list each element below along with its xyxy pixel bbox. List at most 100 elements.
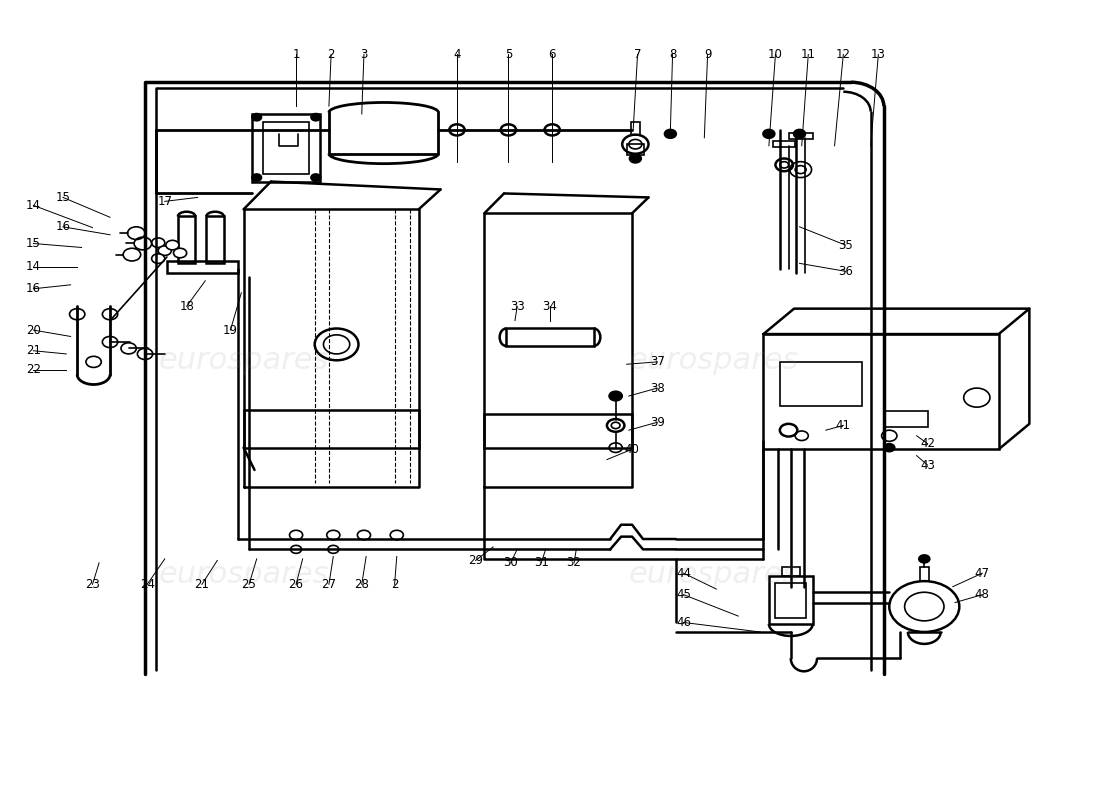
Text: 19: 19 — [223, 323, 238, 337]
Text: eurospares: eurospares — [629, 346, 800, 374]
Text: 41: 41 — [836, 419, 850, 432]
Bar — [776, 582, 806, 618]
Text: eurospares: eurospares — [629, 560, 800, 590]
Text: 21: 21 — [195, 578, 209, 591]
Text: 30: 30 — [503, 556, 518, 570]
Text: 48: 48 — [975, 588, 990, 601]
Bar — [782, 567, 800, 576]
Text: 43: 43 — [920, 458, 935, 472]
Text: 18: 18 — [179, 300, 194, 313]
Circle shape — [918, 555, 930, 563]
Text: 2: 2 — [328, 48, 334, 61]
Circle shape — [289, 530, 302, 540]
Text: 5: 5 — [505, 48, 513, 61]
Text: 23: 23 — [85, 578, 100, 591]
Text: 12: 12 — [836, 48, 850, 61]
Circle shape — [252, 114, 261, 120]
Text: 29: 29 — [469, 554, 483, 567]
Bar — [780, 362, 862, 406]
Circle shape — [328, 546, 339, 554]
Bar — [627, 144, 645, 155]
Bar — [207, 217, 224, 262]
Bar — [484, 414, 632, 448]
Circle shape — [174, 248, 187, 258]
Circle shape — [664, 130, 675, 138]
Circle shape — [794, 130, 805, 138]
Circle shape — [327, 530, 340, 540]
Text: 11: 11 — [801, 48, 816, 61]
Text: 35: 35 — [838, 238, 853, 251]
Text: 32: 32 — [566, 556, 582, 570]
Circle shape — [252, 174, 261, 181]
Bar — [506, 329, 594, 346]
Circle shape — [500, 124, 516, 135]
Text: 15: 15 — [26, 237, 41, 250]
Text: eurospares: eurospares — [158, 560, 329, 590]
Text: 27: 27 — [321, 578, 337, 591]
Text: 9: 9 — [704, 48, 712, 61]
Text: 22: 22 — [26, 363, 41, 376]
Text: 1: 1 — [293, 48, 300, 61]
Circle shape — [795, 166, 806, 174]
Circle shape — [630, 154, 641, 162]
Circle shape — [449, 124, 464, 135]
Text: 15: 15 — [55, 191, 70, 204]
Text: 33: 33 — [509, 300, 525, 313]
Text: 44: 44 — [676, 566, 691, 580]
Text: 39: 39 — [650, 416, 664, 429]
Text: 26: 26 — [288, 578, 304, 591]
Text: 31: 31 — [534, 556, 549, 570]
Bar — [252, 114, 320, 182]
Bar — [178, 217, 196, 262]
Bar — [631, 122, 640, 134]
Text: eurospares: eurospares — [158, 346, 329, 374]
Text: 40: 40 — [625, 442, 639, 456]
Circle shape — [612, 422, 620, 429]
Circle shape — [544, 124, 560, 135]
Text: 34: 34 — [542, 300, 558, 313]
Text: 24: 24 — [140, 578, 155, 591]
Text: 6: 6 — [549, 48, 556, 61]
Text: 10: 10 — [768, 48, 783, 61]
Bar — [243, 410, 419, 448]
Text: 25: 25 — [242, 578, 256, 591]
Circle shape — [311, 114, 320, 120]
Circle shape — [166, 240, 179, 250]
Text: 14: 14 — [26, 199, 41, 212]
Text: 13: 13 — [871, 48, 886, 61]
Text: 21: 21 — [26, 344, 41, 358]
Text: 37: 37 — [650, 355, 664, 368]
Bar — [769, 576, 813, 624]
Text: 45: 45 — [676, 588, 691, 601]
Bar — [263, 122, 309, 174]
Circle shape — [883, 444, 894, 452]
Text: 4: 4 — [453, 48, 461, 61]
Text: 8: 8 — [669, 48, 676, 61]
Circle shape — [358, 530, 371, 540]
Circle shape — [158, 246, 172, 255]
Circle shape — [311, 174, 320, 181]
Text: 3: 3 — [361, 48, 367, 61]
Bar — [789, 133, 813, 139]
Circle shape — [152, 254, 165, 263]
Text: 7: 7 — [634, 48, 641, 61]
Text: 20: 20 — [26, 323, 41, 337]
Bar — [883, 411, 927, 427]
Text: 38: 38 — [650, 382, 664, 394]
Text: 17: 17 — [157, 195, 173, 208]
Text: 16: 16 — [55, 220, 70, 234]
Text: 46: 46 — [676, 616, 691, 629]
Text: 47: 47 — [975, 566, 990, 580]
Bar — [920, 567, 928, 581]
Bar — [773, 141, 795, 147]
Circle shape — [290, 546, 301, 554]
Text: 42: 42 — [920, 437, 935, 450]
Text: 16: 16 — [26, 282, 41, 295]
Circle shape — [390, 530, 404, 540]
Circle shape — [609, 391, 623, 401]
Circle shape — [763, 130, 774, 138]
Bar — [763, 334, 999, 450]
Text: 2: 2 — [390, 578, 398, 591]
Circle shape — [152, 238, 165, 247]
Bar — [167, 261, 238, 273]
